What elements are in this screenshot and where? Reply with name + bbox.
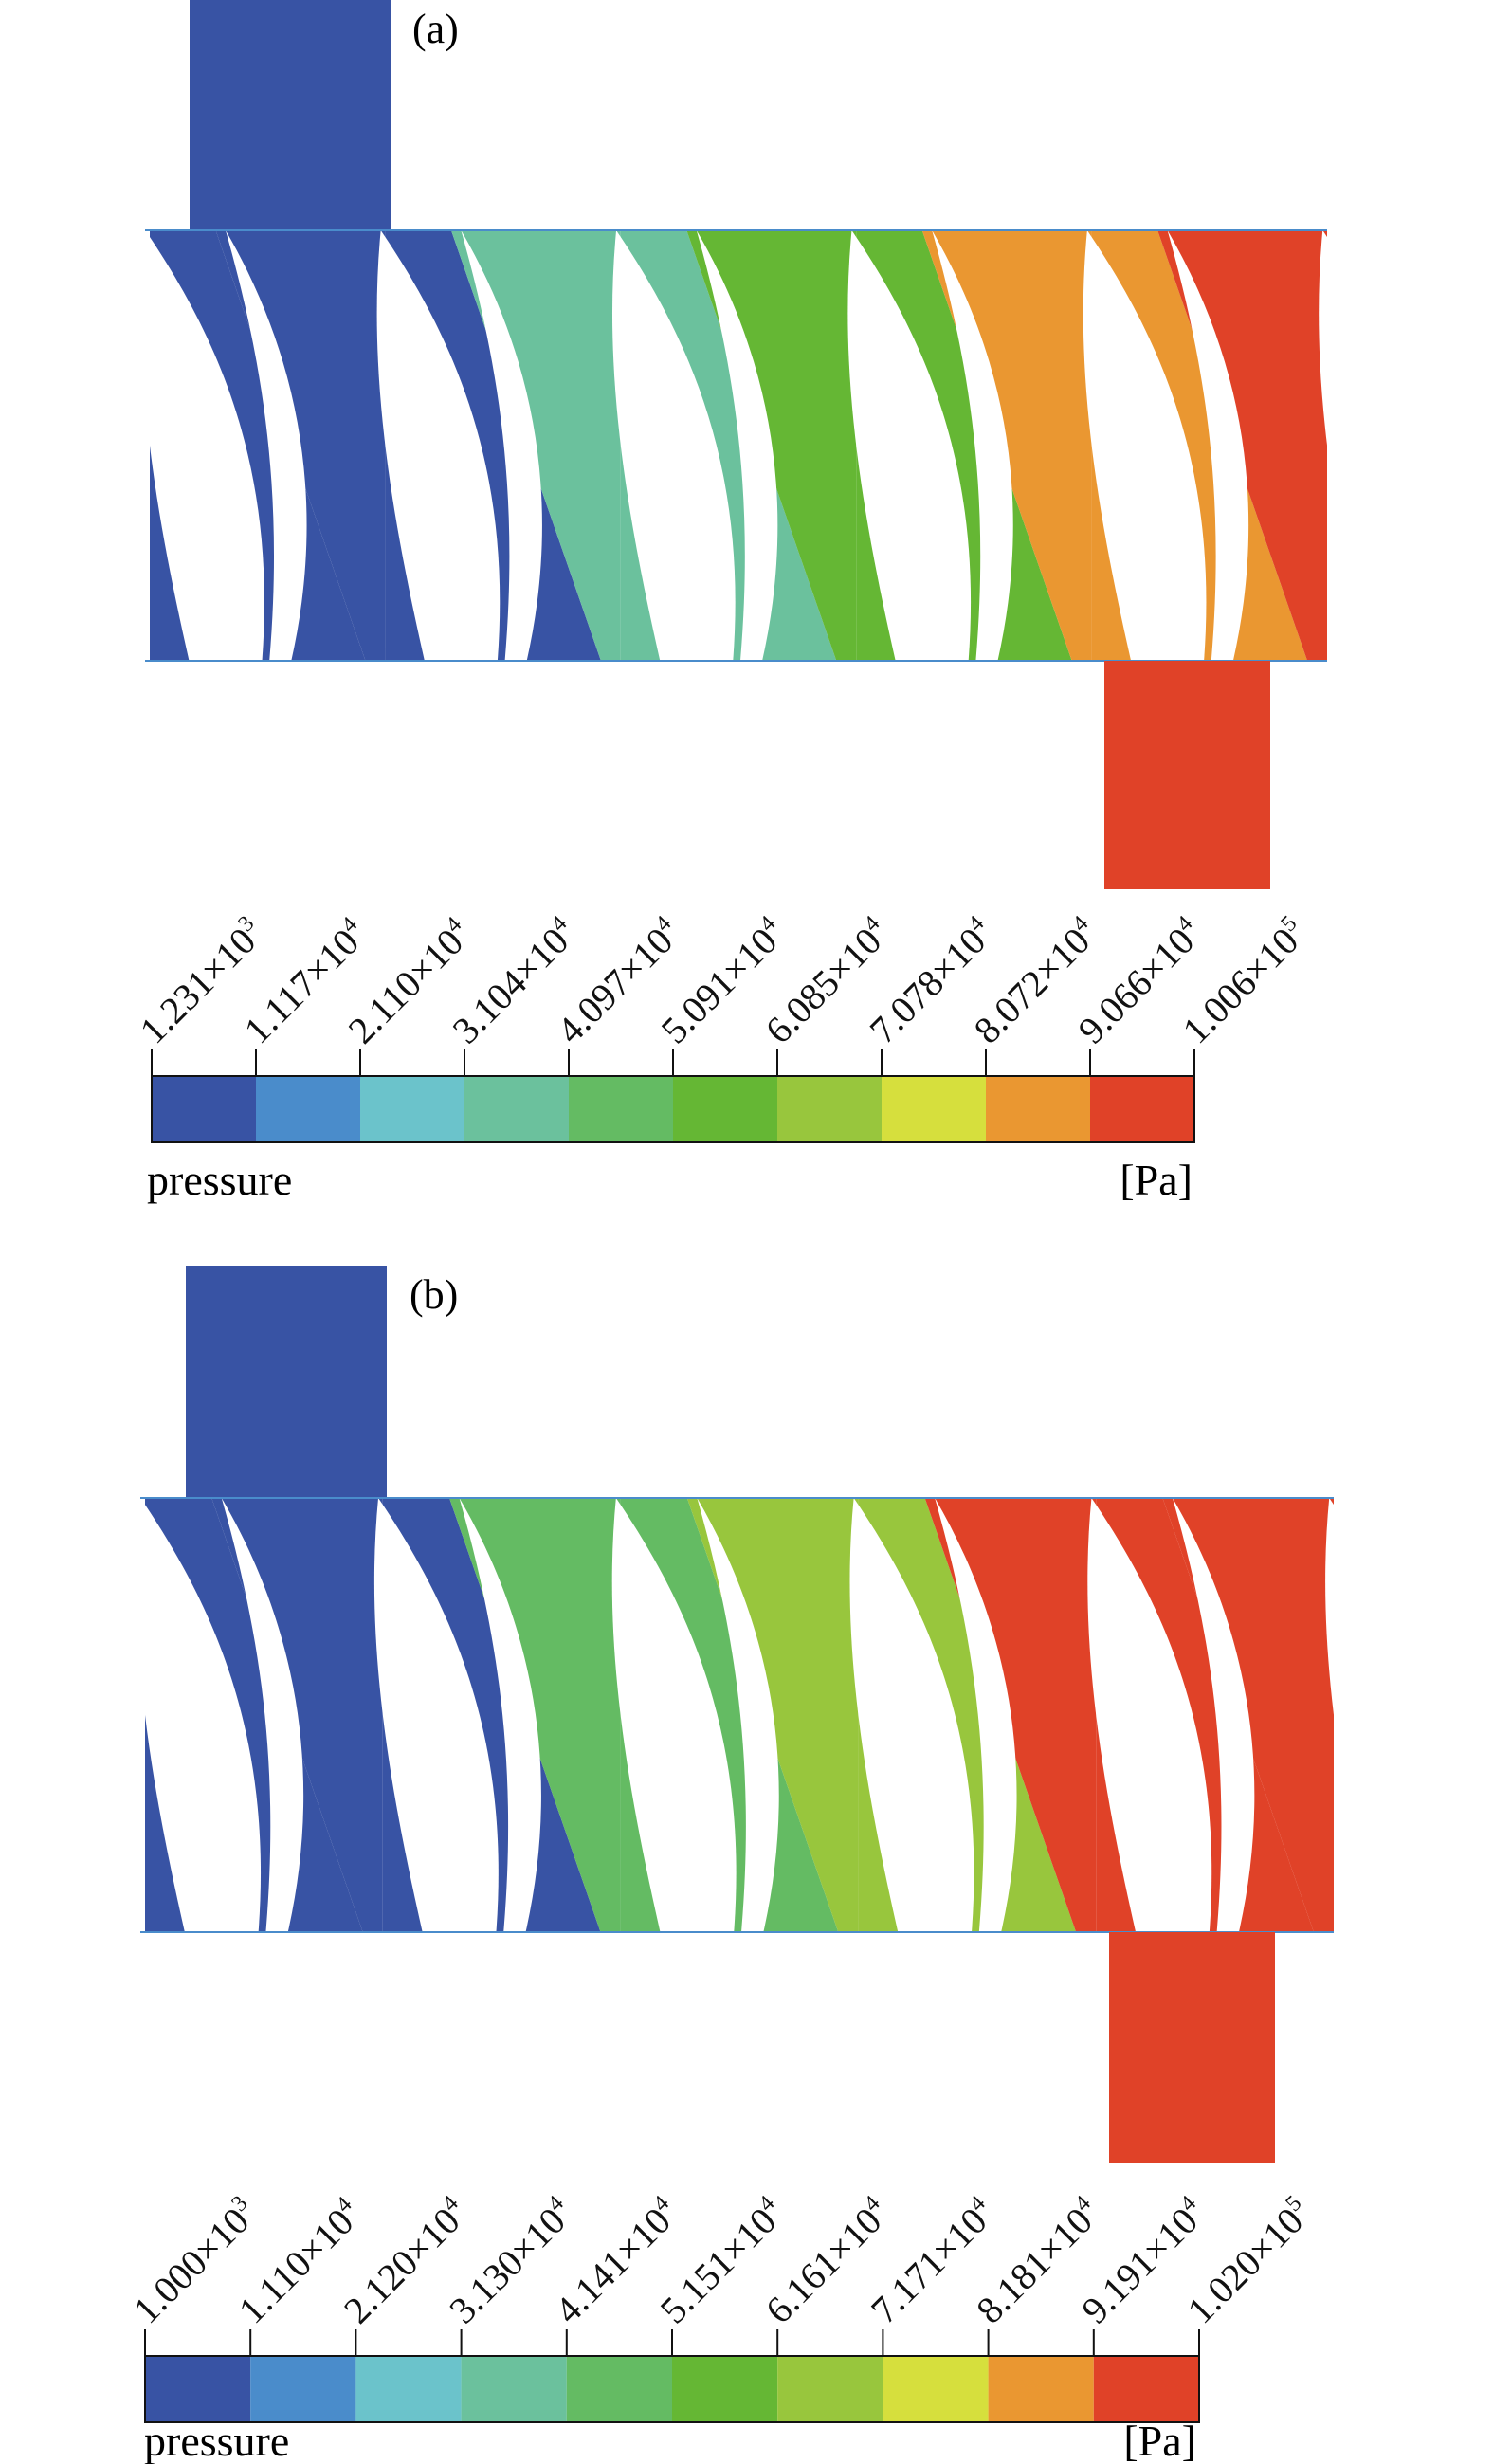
panel-b-legend-swatch [883,2356,989,2422]
panel-a-legend-tick-mantissa: 4.097×10 [549,920,682,1052]
panel-a-legend-swatch [464,1076,569,1142]
panel-a-rotor-lobe [376,230,501,661]
panel-a-rotor-lobe [847,230,972,661]
panel-b-legend-swatch [145,2356,251,2422]
panel-a-legend-tick-mantissa: 2.110×10 [340,921,472,1052]
panel-a-legend-tick-mantissa: 1.117×10 [236,921,368,1052]
panel-a-legend: 1.231×1031.117×1042.110×1043.104×1044.09… [132,911,1315,1143]
panel-b-legend-swatch [355,2356,462,2422]
panel-a-rotor-lobe [696,230,778,661]
panel-b-rotor-lobe [373,1498,499,1932]
panel-a-domain-mask [0,230,150,661]
panel-b-legend-tick-mantissa: 4.141×10 [546,2199,679,2332]
panel-a-legend-swatch [256,1076,360,1142]
panel-b-legend-tick-mantissa: 3.130×10 [441,2199,574,2332]
panel-b-domain-mask [0,1498,145,1932]
panel-b-rotor-lobe [459,1498,541,1932]
panel-b-legend-swatch [1093,2356,1199,2422]
panel-b-legend-tick-mantissa: 2.120×10 [336,2199,468,2332]
panel-a-legend-tick-mantissa: 7.078×10 [862,920,994,1052]
panel-a-rotor-lobe [1083,230,1207,661]
panel-a-legend-swatch [569,1076,673,1142]
panel-b-legend-title: pressure [144,2417,289,2464]
panel-a-rotor-lobe [141,230,264,661]
panel-a-legend-tick-mantissa: 1.006×10 [1174,920,1307,1052]
panel-b-legend-tick-mantissa: 5.151×10 [652,2199,785,2332]
panel-a-legend-tick-mantissa: 6.085×10 [757,920,890,1052]
panel-b: (b) 1.000×1031.110×1042.120×1043.130×104… [0,1266,1493,2464]
panel-a-legend-swatch [1090,1076,1194,1142]
panel-a-rotor-lobe [1167,230,1249,661]
panel-b-rotor-lobe [935,1498,1017,1932]
panel-a-rotor-lobe [611,230,736,661]
panel-a-rotor-lobe [225,230,307,661]
panel-b-legend-unit: [Pa] [1123,2417,1196,2464]
panel-a-rotor-lobe [932,230,1013,661]
panel-b-legend-swatch [566,2356,672,2422]
panel-a-legend-unit: [Pa] [1120,1156,1193,1204]
panel-b-legend-swatch [777,2356,883,2422]
panel-b-inlet-port [186,1266,387,1498]
panel-b-legend-tick-mantissa: 9.191×10 [1073,2199,1206,2332]
panel-a-legend-swatch [360,1076,464,1142]
panel-b-legend-swatch [988,2356,1094,2422]
svg-text:1.006×105: 1.006×105 [1174,911,1315,1051]
panel-b-rotor-lobe [221,1498,304,1932]
panel-b-rotor-lobe [611,1498,737,1932]
panel-a-label: (a) [412,6,459,52]
panel-b-rotor-lobe [849,1498,974,1932]
panel-b-legend-tick-mantissa: 1.000×10 [125,2199,258,2332]
panel-a-legend-tick-mantissa: 5.091×10 [653,920,786,1052]
panel-a-outlet-port [1104,661,1270,889]
panel-a-legend-tick-label: 1.006×105 [1174,911,1315,1051]
panel-a-legend-swatch [777,1076,882,1142]
panel-b-legend-swatch [250,2356,356,2422]
panel-b-legend-tick-mantissa: 7.171×10 [863,2199,995,2332]
panel-a-legend-tick-mantissa: 3.104×10 [445,920,577,1052]
panel-a-inlet-port [190,0,391,230]
panel-a-pressure-domain [0,0,1493,889]
svg-text:1.020×105: 1.020×105 [1179,2191,1320,2331]
panel-b-rotor-lobe [1172,1498,1255,1932]
panel-b-pressure-domain [0,1266,1493,2163]
panel-a-legend-tick-mantissa: 1.231×10 [132,920,264,1052]
panel-b-legend-tick-mantissa: 1.020×10 [1179,2199,1312,2332]
panel-a-legend-swatch [986,1076,1090,1142]
panel-b-legend-swatch [672,2356,778,2422]
panel-b-legend-tick-mantissa: 6.161×10 [757,2199,890,2332]
panel-a-legend-tick-mantissa: 9.066×10 [1070,920,1203,1052]
panel-b-legend: 1.000×1031.110×1042.120×1043.130×1044.14… [125,2191,1320,2423]
panel-b-legend-tick-mantissa: 1.110×10 [230,2200,362,2332]
panel-a-domain-mask [1327,230,1493,661]
panel-a-legend-tick-mantissa: 8.072×10 [966,920,1099,1052]
panel-b-legend-swatch [461,2356,567,2422]
panel-a-rotor-lobe [461,230,542,661]
panel-a-legend-swatch [882,1076,986,1142]
panel-b-domain-mask [1334,1498,1493,1932]
panel-b-legend-tick-mantissa: 8.181×10 [968,2199,1101,2332]
panel-a-legend-swatch [152,1076,256,1142]
panel-b-outlet-port [1109,1932,1275,2163]
panel-b-rotor-lobe [1087,1498,1212,1932]
panel-b-legend-tick-label: 1.020×105 [1179,2191,1320,2331]
panel-b-rotor-lobe [697,1498,779,1932]
panel-b-rotor-lobe [137,1498,262,1932]
panel-a: (a) 1.231×1031.117×1042.110×1043.104×104… [0,0,1493,1204]
panel-a-legend-title: pressure [147,1156,292,1204]
panel-a-legend-swatch [673,1076,777,1142]
panel-b-label: (b) [410,1271,458,1318]
